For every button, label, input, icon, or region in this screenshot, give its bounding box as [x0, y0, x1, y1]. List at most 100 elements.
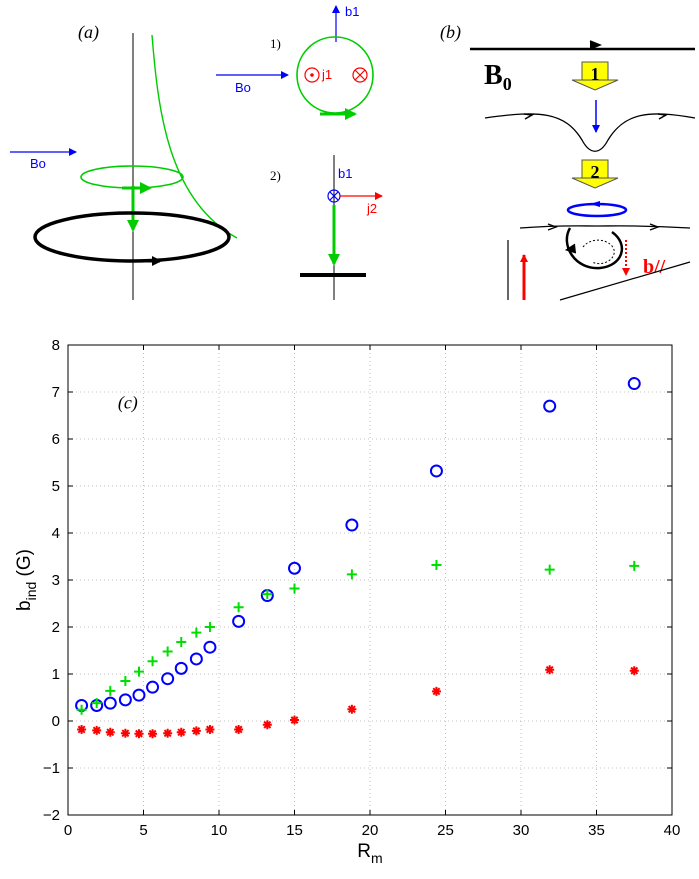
- data-point-star: [290, 715, 299, 725]
- induced-current-loop: [80, 165, 184, 189]
- step-1-label: 1: [591, 64, 600, 84]
- data-point-star: [205, 724, 215, 734]
- y-tick-label: 4: [52, 525, 60, 542]
- y-tick-label: −2: [43, 807, 60, 824]
- bpar-label: b//: [643, 256, 666, 278]
- x-tick-label: 40: [664, 822, 681, 839]
- current-in-icon: [352, 67, 368, 83]
- x-tick-label: 15: [286, 822, 303, 839]
- panel-b-label: (b): [440, 22, 461, 43]
- data-point-plus: [629, 560, 640, 571]
- diagonal-line: [559, 261, 691, 301]
- blue-loop-arrow-icon: [590, 201, 600, 207]
- eddy-loop: [565, 227, 624, 270]
- x-tick-label: 20: [362, 822, 379, 839]
- current-out-dot: [310, 73, 314, 77]
- data-point-plus: [204, 622, 215, 632]
- data-point-star: [92, 725, 102, 735]
- data-point-plus: [431, 559, 442, 570]
- x-tick-label: 25: [437, 822, 454, 839]
- bo-label-left: Bo: [30, 156, 46, 171]
- data-point-plus: [233, 602, 244, 613]
- current-out-icon: [304, 67, 320, 83]
- field-line-bottom-left-arrow-icon: [547, 223, 558, 231]
- data-point-star: [545, 665, 555, 675]
- data-point-circle: [429, 464, 443, 478]
- axis-ticks: 0 5 10 15 20 25 30 35 40 −2 −1 0 1 2 3 4 5 6 7 8: [43, 337, 680, 839]
- data-point-circle: [189, 652, 203, 666]
- data-point-plus: [262, 589, 273, 600]
- data-point-star: [105, 727, 115, 737]
- chart-c: 0 5 10 15 20 25 30 35 40 −2 −1 0 1 2 3 4 5 6 7 8 (c) Rm bin…: [14, 337, 680, 866]
- eddy-arrow-icon: [564, 243, 577, 254]
- data-point-star: [629, 666, 639, 676]
- case-2-label: 2): [270, 168, 281, 183]
- data-point-circle: [543, 399, 557, 413]
- field-line-top-arrow-icon: [589, 40, 603, 50]
- y-tick-label: 6: [52, 431, 60, 448]
- data-point-circle: [161, 672, 175, 686]
- y-tick-label: 5: [52, 478, 60, 495]
- b0-label: B0: [484, 60, 512, 94]
- data-point-star: [234, 724, 244, 734]
- y-tick-label: 8: [52, 337, 60, 354]
- current-circle-1: [296, 36, 374, 114]
- data-point-plus: [346, 569, 357, 580]
- data-point-plus: [544, 564, 555, 575]
- dipped-field-line: [484, 113, 696, 152]
- data-point-plus: [176, 637, 187, 648]
- data-point-circle: [345, 518, 359, 532]
- data-point-plus: [133, 666, 144, 677]
- y-tick-label: −1: [43, 760, 60, 777]
- x-tick-label: 35: [588, 822, 605, 839]
- data-point-star: [148, 729, 158, 739]
- field-line-bottom-right-arrow-icon: [649, 223, 660, 231]
- data-point-circle: [232, 614, 246, 628]
- data-point-circle: [288, 561, 301, 575]
- panel-b: (b) B0 1 2 b//: [440, 22, 696, 301]
- field-line-bottom: [519, 225, 691, 229]
- y-tick-label: 2: [52, 619, 60, 636]
- data-point-plus: [120, 676, 131, 687]
- j2-label: j2: [366, 201, 377, 216]
- panel-a: (a) Bo 1) b1 Bo j1 2) b1: [10, 4, 383, 300]
- x-tick-label: 5: [139, 822, 147, 839]
- plot-area-frame: [67, 344, 673, 816]
- dip-right-arrow-icon: [657, 113, 669, 120]
- y-tick-label: 1: [52, 666, 60, 683]
- panel-a-label: (a): [78, 22, 99, 43]
- data-marks: [75, 377, 641, 739]
- data-point-plus: [147, 656, 158, 667]
- data-point-plus: [162, 646, 173, 657]
- x-tick-label: 0: [64, 822, 72, 839]
- induced-field-line: [151, 34, 238, 239]
- eddy-inner-loop: [582, 239, 615, 264]
- data-point-star: [120, 728, 130, 738]
- data-point-plus: [76, 704, 87, 715]
- data-point-star: [176, 727, 186, 737]
- dip-left-arrow-icon: [523, 113, 535, 120]
- bo-label-right: Bo: [235, 80, 251, 95]
- data-point-plus: [289, 583, 300, 594]
- data-point-circle: [103, 696, 117, 710]
- data-point-star: [347, 704, 357, 714]
- data-point-star: [163, 728, 173, 738]
- case-1-label: 1): [270, 36, 281, 51]
- j1-label: j1: [321, 67, 332, 82]
- y-tick-label: 0: [52, 713, 60, 730]
- b1-top-label: b1: [345, 4, 359, 19]
- data-point-star: [191, 726, 201, 736]
- x-axis-label: Rm: [357, 841, 382, 866]
- y-tick-label: 3: [52, 572, 60, 589]
- step-1-box: 1: [571, 61, 619, 91]
- y-tick-label: 7: [52, 384, 60, 401]
- x-tick-label: 10: [211, 822, 228, 839]
- step-2-box: 2: [571, 159, 619, 189]
- data-point-star: [262, 720, 272, 730]
- data-point-circle: [146, 680, 160, 694]
- data-point-star: [77, 724, 87, 734]
- y-axis-label: bind (G): [14, 549, 39, 611]
- x-tick-label: 30: [513, 822, 530, 839]
- b1-bottom-label: b1: [338, 166, 352, 181]
